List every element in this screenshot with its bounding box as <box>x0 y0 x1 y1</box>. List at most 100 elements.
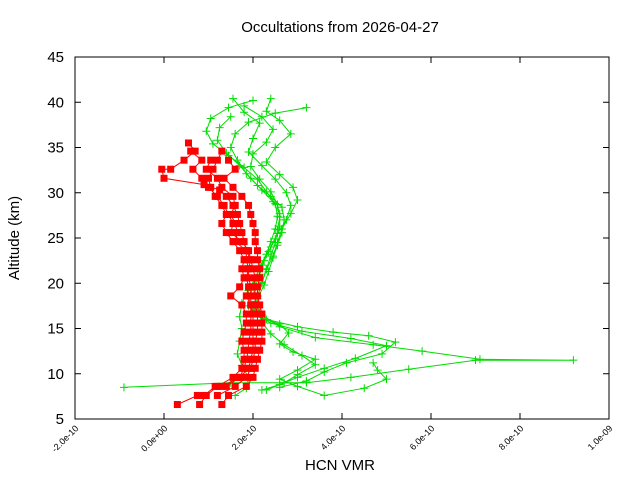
data-point <box>251 337 259 345</box>
data-point <box>245 201 253 209</box>
data-point <box>293 382 302 391</box>
data-point <box>242 274 250 282</box>
data-point <box>253 247 261 255</box>
profile-series <box>226 103 391 395</box>
data-point <box>364 331 373 340</box>
data-point <box>249 283 257 291</box>
data-point <box>245 337 253 345</box>
data-point <box>208 139 217 148</box>
data-point <box>198 156 206 164</box>
data-point <box>205 174 212 182</box>
data-point <box>226 112 235 121</box>
data-point <box>240 328 248 336</box>
data-point <box>266 94 275 103</box>
data-point <box>251 274 259 282</box>
data-point <box>256 346 264 354</box>
data-point <box>247 364 255 372</box>
data-point <box>224 103 233 112</box>
data-point <box>251 229 259 237</box>
data-point <box>213 391 221 399</box>
data-point <box>293 195 302 204</box>
y-tick-label: 5 <box>56 411 64 428</box>
data-point <box>251 292 259 300</box>
series-line <box>161 142 254 405</box>
ticks-layer: 5 10 15 20 25 30 35 40 45 -2.0e-10 0.0e+00 2.0e-10 4… <box>47 49 614 454</box>
data-point <box>245 283 253 291</box>
data-point <box>231 382 239 390</box>
data-point <box>220 201 228 209</box>
data-point <box>382 341 391 350</box>
data-point <box>256 274 264 282</box>
data-point <box>302 376 311 385</box>
data-point <box>193 391 201 399</box>
data-point <box>218 220 226 228</box>
data-point <box>320 364 329 373</box>
data-point <box>231 391 240 400</box>
data-point <box>256 265 264 273</box>
data-point <box>231 129 240 138</box>
data-point <box>256 301 264 309</box>
data-point <box>222 229 230 237</box>
x-tick-label: -2.0e-10 <box>50 423 81 454</box>
data-point <box>242 292 250 300</box>
data-point <box>404 365 413 374</box>
data-point <box>251 364 259 372</box>
data-point <box>253 319 261 327</box>
data-point <box>351 354 360 363</box>
data-point <box>244 118 253 127</box>
data-point <box>249 220 257 228</box>
data-point <box>286 209 295 218</box>
y-tick-label: 20 <box>47 275 64 292</box>
data-point <box>273 225 282 234</box>
data-point <box>184 139 192 147</box>
data-point <box>225 156 233 164</box>
data-point <box>342 358 351 367</box>
data-point <box>231 201 239 209</box>
profile-series <box>119 94 578 392</box>
data-point <box>284 329 293 338</box>
data-point <box>236 247 244 255</box>
data-point <box>213 192 221 200</box>
data-point <box>257 161 266 170</box>
profile-series <box>202 156 261 399</box>
data-point <box>247 310 255 318</box>
data-point <box>418 347 427 356</box>
data-point <box>275 170 284 179</box>
data-point <box>225 210 233 218</box>
data-point <box>202 127 211 136</box>
data-point <box>262 157 271 166</box>
data-point <box>311 333 320 342</box>
data-point <box>251 301 259 309</box>
data-point <box>253 328 261 336</box>
data-point <box>373 366 382 375</box>
data-point <box>569 356 578 365</box>
data-point <box>475 355 484 364</box>
data-point <box>266 252 275 261</box>
data-point <box>346 334 355 343</box>
data-point <box>240 346 248 354</box>
data-point <box>360 384 369 393</box>
data-point <box>369 358 378 367</box>
data-point <box>240 101 249 110</box>
data-point <box>280 378 289 387</box>
data-point <box>255 119 264 128</box>
data-point <box>222 192 230 200</box>
data-point <box>229 220 237 228</box>
data-point <box>329 328 338 337</box>
data-point <box>293 322 302 331</box>
data-point <box>266 329 275 338</box>
data-point <box>180 156 188 164</box>
data-point <box>227 292 235 300</box>
data-point <box>249 355 257 363</box>
data-point <box>238 238 246 246</box>
data-point <box>246 162 255 171</box>
data-point <box>247 319 255 327</box>
y-tick-label: 35 <box>47 140 64 157</box>
data-point <box>247 301 255 309</box>
data-point <box>236 283 244 291</box>
data-point <box>200 181 208 189</box>
data-point <box>271 109 280 118</box>
data-point <box>258 328 266 336</box>
data-point <box>253 310 261 318</box>
